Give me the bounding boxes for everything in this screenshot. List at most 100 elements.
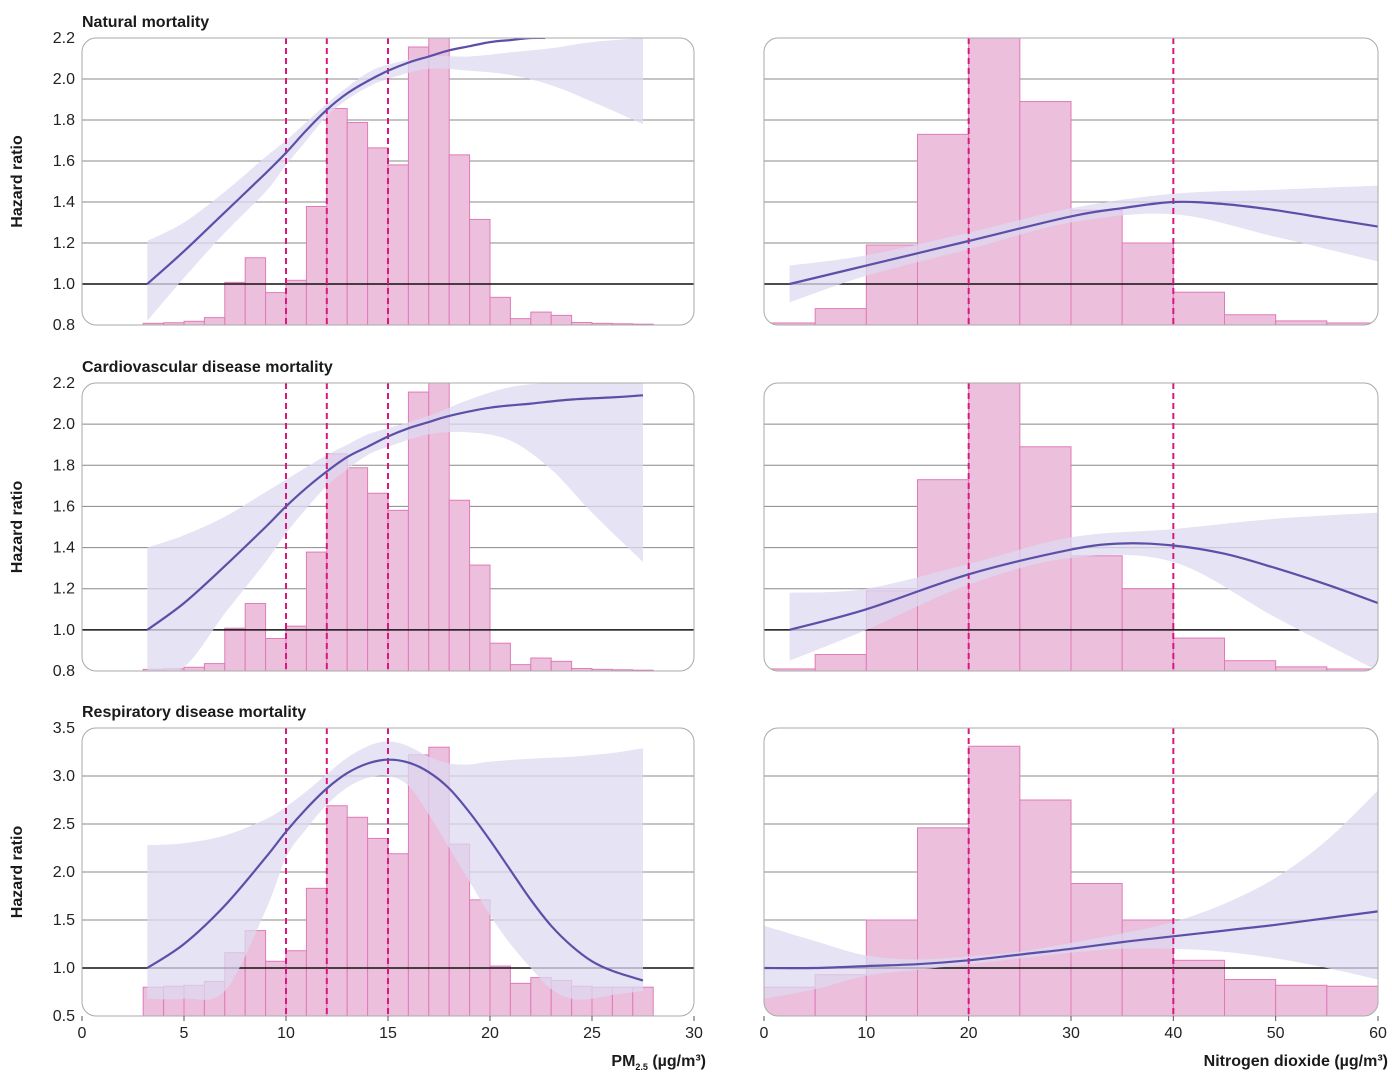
histogram-bar (968, 38, 1021, 325)
x-tick-label: 50 (1267, 1025, 1285, 1042)
hazard-curve (789, 542, 1378, 631)
confidence-band (147, 383, 643, 671)
x-tick-label: 10 (857, 1025, 875, 1042)
y-tick-label: 0.8 (53, 317, 75, 334)
confidence-band (764, 790, 1378, 999)
histogram-bar (968, 383, 1021, 671)
y-tick-label: 2.0 (53, 71, 75, 88)
histogram-bar (387, 509, 409, 671)
histogram-bar (489, 642, 511, 671)
x-label-units: (µg/m³) (648, 1053, 706, 1070)
x-tick-label: 30 (1062, 1025, 1080, 1042)
confidence-band (147, 741, 644, 1000)
y-tick-label: 3.0 (53, 768, 75, 785)
histogram-bar (224, 281, 246, 325)
y-tick-label: 1.8 (53, 112, 75, 129)
y-axis-label: Hazard ratio (9, 481, 26, 574)
histogram-bar (203, 663, 226, 671)
y-tick-label: 1.0 (53, 960, 75, 977)
histogram (142, 38, 654, 325)
histogram-bar (968, 745, 1021, 1016)
y-tick-label: 1.6 (53, 498, 75, 515)
x-tick-label: 60 (1369, 1025, 1387, 1042)
plot-area (82, 728, 694, 1016)
histogram-bar (489, 296, 511, 325)
histogram-bar (1070, 555, 1123, 671)
y-ticks: 0.8 1.0 1.2 1.4 1.6 1.8 2.0 2.2 (53, 30, 75, 334)
panel-frame (763, 382, 1379, 672)
histogram-bar (387, 853, 409, 1016)
histogram-bar (244, 257, 267, 325)
histogram-bar (183, 320, 205, 325)
x-axis-label-pm: PM2.5 (µg/m³) (611, 1053, 706, 1072)
panel-respiratory-no2 (763, 727, 1379, 1017)
histogram-bar (469, 564, 491, 671)
histogram-bar (367, 492, 389, 671)
histogram-bar (917, 827, 970, 1016)
histogram (764, 38, 1378, 325)
histogram-bar (1275, 984, 1328, 1016)
histogram-bar (183, 666, 205, 671)
y-axis-label: Hazard ratio (9, 826, 26, 919)
confidence-band (789, 512, 1378, 671)
histogram-bar (387, 164, 409, 325)
plot-area (764, 38, 1378, 325)
histogram-bar (1275, 320, 1328, 325)
x-label-subscript: 2.5 (635, 1062, 648, 1072)
histogram-bar (530, 657, 552, 671)
x-axis-label-no2: Nitrogen dioxide (µg/m³) (1204, 1053, 1388, 1070)
histogram-bar (285, 625, 307, 671)
panel-respiratory-pm: Respiratory disease mortality Hazard rat… (9, 704, 695, 1025)
x-tick-label: 15 (379, 1025, 397, 1042)
histogram-bar (1326, 985, 1378, 1016)
histogram-bar (530, 311, 552, 325)
histogram-bar (305, 551, 328, 671)
x-tick-label: 5 (180, 1025, 189, 1042)
histogram-bar (305, 206, 328, 325)
histogram-bar (346, 121, 369, 325)
histogram-bar (1070, 209, 1123, 325)
histogram-bar (326, 453, 348, 671)
y-tick-label: 0.5 (53, 1008, 75, 1025)
panel-frame (763, 37, 1379, 326)
histogram-bar (367, 147, 389, 325)
panel-title: Natural mortality (82, 14, 209, 31)
histogram-bar (469, 218, 491, 325)
hazard-curve (789, 200, 1378, 286)
panel-natural-pm: Natural mortality Hazard ratio 0.8 1.0 1.2… (9, 14, 695, 334)
y-tick-label: 1.0 (53, 622, 75, 639)
histogram-bar (265, 637, 287, 671)
hazard-curve (146, 38, 546, 285)
x-tick-label: 20 (960, 1025, 978, 1042)
y-axis-label: Hazard ratio (9, 135, 26, 228)
panel-cardio-no2 (763, 382, 1379, 672)
histogram-bar (367, 837, 389, 1016)
x-tick-label: 0 (78, 1025, 87, 1042)
x-tick-label: 40 (1164, 1025, 1182, 1042)
y-tick-label: 1.4 (53, 194, 75, 211)
y-tick-label: 0.8 (53, 663, 75, 680)
histogram-bar (244, 603, 267, 671)
x-tick-label: 25 (583, 1025, 601, 1042)
histogram-bar (1224, 314, 1277, 325)
y-ticks: 0.8 1.0 1.2 1.4 1.6 1.8 2.0 2.2 (53, 375, 75, 680)
plot-area (764, 728, 1378, 1016)
y-tick-label: 2.2 (53, 30, 75, 47)
histogram-bar (265, 292, 287, 325)
histogram-bar (346, 467, 369, 671)
y-tick-label: 2.2 (53, 375, 75, 392)
y-tick-label: 1.8 (53, 457, 75, 474)
panel-natural-no2 (763, 37, 1379, 326)
y-tick-label: 3.5 (53, 720, 75, 737)
hazard-curve (764, 910, 1378, 970)
histogram-bar (1275, 666, 1328, 671)
histogram-bar (917, 133, 970, 325)
y-tick-label: 1.6 (53, 153, 75, 170)
y-tick-label: 1.5 (53, 912, 75, 929)
x-label-main: PM (611, 1053, 635, 1070)
histogram-bar (1172, 291, 1226, 325)
confidence-band (789, 185, 1378, 303)
histogram-bar (285, 279, 307, 325)
x-ticks-no2: 0 10 20 30 40 50 60 (760, 1016, 1387, 1042)
histogram-bar (326, 108, 348, 325)
